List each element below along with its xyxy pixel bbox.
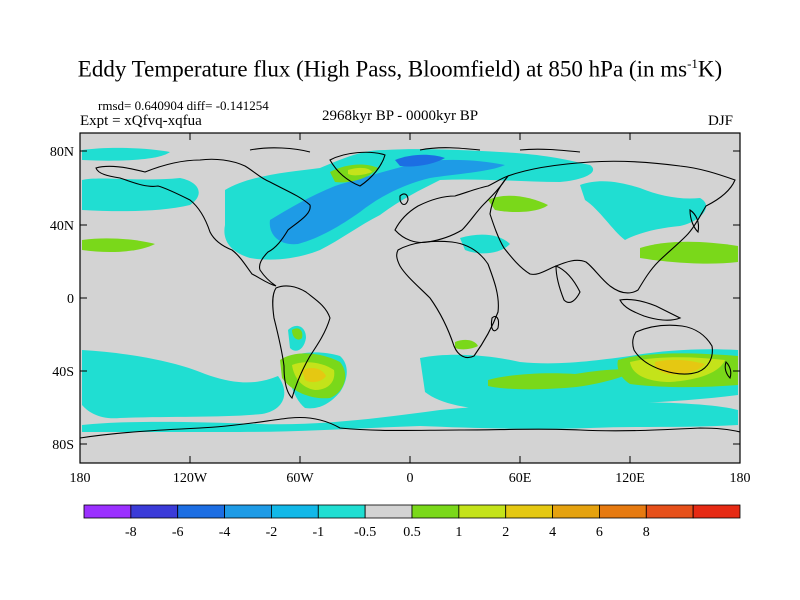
x-tick-label: 120W [173,471,208,486]
x-tick-label: 180 [70,471,91,486]
coast-africa [396,240,499,359]
colorbar-label: 0.5 [403,525,421,540]
colorbar-swatch [364,504,413,519]
field-yellow-greenland [348,167,372,176]
y-tick-label: 40N [50,219,74,234]
field-green-south-indian [488,369,640,390]
x-tick-label: 120E [615,471,645,486]
coast-antarctica [80,416,740,439]
period-label: 2968kyr BP - 0000kyr BP [322,108,479,124]
coast-uk [399,193,409,206]
colorbar-label: -4 [219,525,231,540]
field-blue-north [269,159,505,245]
y-tick-labels: 80N 40N 0 40S 80S [50,145,74,453]
colorbar-swatch [552,504,600,519]
coast-greenland [329,151,386,187]
chart-title: Eddy Temperature flux (High Pass, Bloomf… [77,56,723,82]
field-cyan-asia [580,181,707,240]
x-tick-label: 60E [509,471,532,486]
coastlines [80,147,740,439]
colorbar-label: -8 [125,525,137,540]
coast-south-america [272,285,331,400]
colorbar-swatch [224,504,272,519]
coast-madagascar [490,315,500,332]
experiment-label: Expt = xQfvq-xqfua [80,113,202,129]
field-cyan-arctic-pacific [82,147,170,161]
field-orange-patagonia [302,368,326,383]
colorbar-label: -2 [266,525,278,540]
colorbar-label: 4 [549,525,556,540]
colorbar-swatch [83,504,132,519]
y-tick-label: 40S [52,365,74,380]
field-green-pacific [82,238,155,252]
x-tick-label: 0 [407,471,414,486]
colorbar-label: -0.5 [354,525,376,540]
colorbar-label: 1 [455,525,462,540]
field-green-s-america-small [292,328,303,340]
field-cyan-south-pacific [82,350,285,419]
colorbar-swatch [130,504,179,519]
field-green-east-asia [640,241,738,264]
y-tick-label: 80N [50,145,74,160]
coast-japan [689,208,700,234]
stats-label: rmsd= 0.640904 diff= -0.141254 [98,98,269,113]
colorbar-swatch [645,504,694,519]
field-green-indian-small [455,339,478,350]
coast-indonesia [619,298,682,321]
colorbar-swatch [317,504,366,519]
coast-arctic-islands [249,147,581,153]
season-label: DJF [708,113,734,129]
field-orange-australia [654,359,705,375]
colorbar-swatch [177,504,225,519]
colorbar-swatch [271,504,319,519]
coast-india [555,265,581,303]
colorbar-swatch [505,504,553,519]
coast-australia [632,324,713,375]
field-cyan-pacific-nw [82,178,199,212]
colorbar-label: -1 [312,525,324,540]
colorbar-swatch [599,504,647,519]
field-green-atlantic [488,195,548,213]
colorbar-label: 2 [502,525,509,540]
y-tick-label: 0 [67,292,74,307]
field-cyan-south-lower [82,402,738,432]
colorbar: -8 -6 -4 -2 -1 -0.5 0.5 1 2 4 6 8 [83,504,741,540]
colorbar-swatch [692,504,741,519]
coast-north-america [95,158,311,287]
coast-asia [489,160,736,294]
axis-ticks [79,133,741,463]
colorbar-swatch [411,504,460,519]
colorbar-swatch [458,504,507,519]
field-darkblue-north [395,154,445,167]
x-tick-label: 60W [286,471,314,486]
colorbar-label: -6 [172,525,184,540]
x-tick-labels: 180 120W 60W 0 60E 120E 180 [70,471,751,486]
x-tick-label: 180 [730,471,751,486]
colorbar-label: 6 [596,525,603,540]
y-tick-label: 80S [52,438,74,453]
coast-new-zealand [724,360,732,380]
colorbar-label: 8 [643,525,650,540]
